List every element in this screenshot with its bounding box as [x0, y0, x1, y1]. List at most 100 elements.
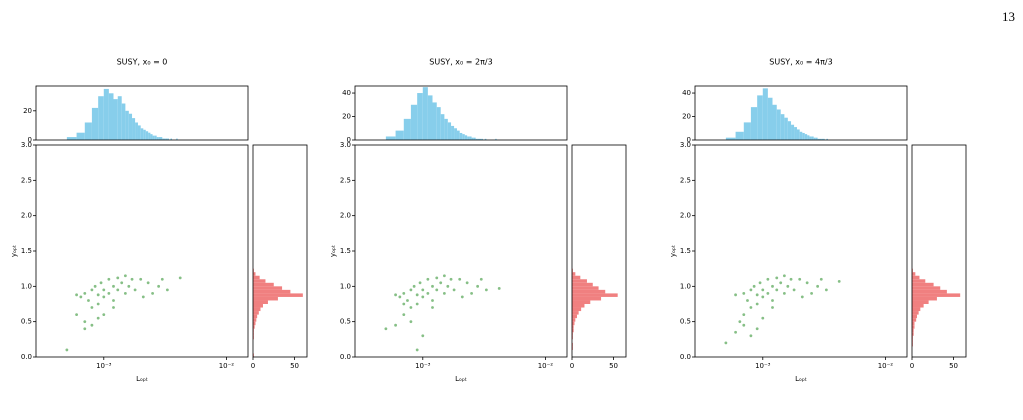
scatter-point	[107, 277, 111, 281]
histogram-bar	[743, 122, 751, 140]
histogram-bar	[572, 325, 574, 329]
y-tick-label: 20	[342, 113, 351, 121]
scatter-point	[93, 284, 97, 288]
y-tick-label: 3.0	[340, 141, 351, 149]
scatter-point	[805, 281, 809, 285]
histogram-bar	[823, 138, 825, 140]
histogram-bar	[572, 272, 576, 276]
y-tick-label: 2.5	[680, 176, 691, 184]
histogram-bar	[912, 296, 937, 301]
scatter-point	[766, 292, 770, 295]
histogram-bar	[912, 307, 921, 312]
scatter-point	[75, 293, 78, 297]
histogram-bar	[912, 311, 919, 315]
histogram-bar	[912, 279, 926, 283]
histogram-bar	[495, 138, 497, 140]
histogram-bar	[912, 275, 920, 280]
histogram-bar	[128, 113, 133, 140]
histogram-bar	[253, 328, 254, 333]
histogram-bar	[152, 135, 155, 140]
histogram-bar	[572, 332, 573, 336]
histogram-bar	[772, 104, 777, 140]
scatter-point	[742, 323, 746, 327]
histogram-bar	[572, 307, 582, 312]
histogram-bar	[725, 137, 736, 140]
histogram-bar	[572, 328, 574, 333]
scatter-point	[755, 327, 759, 331]
scatter-point	[816, 284, 820, 288]
scatter-point	[431, 284, 434, 288]
histogram-bar	[767, 97, 773, 140]
scatter-point	[798, 277, 802, 281]
histogram-bar	[140, 128, 144, 140]
histogram-bar	[108, 93, 114, 140]
scatter-point	[96, 293, 100, 297]
histogram-bar	[113, 99, 118, 140]
scatter-point	[75, 313, 78, 316]
histogram-bar	[385, 136, 396, 140]
histogram-bar	[796, 129, 800, 140]
y-axis-label: yₒₚₜ	[329, 245, 337, 257]
histogram-bar	[432, 102, 437, 140]
scatter-point	[412, 284, 416, 288]
histogram-bar	[253, 311, 259, 315]
histogram-bar	[176, 138, 178, 140]
histogram-bar	[253, 307, 261, 312]
scatter-point	[761, 288, 765, 292]
histogram-bar	[912, 304, 924, 308]
scatter-point	[789, 277, 793, 281]
scatter-point	[458, 277, 462, 281]
histogram-bar	[137, 125, 141, 140]
y-tick-label: 2.5	[21, 176, 32, 184]
scatter-point	[771, 299, 774, 302]
histogram-bar	[481, 138, 484, 140]
histogram-bar	[912, 272, 916, 276]
x-tick-label: 50	[949, 362, 958, 370]
scatter-point	[497, 287, 501, 290]
scatter-point	[406, 299, 409, 302]
histogram-bar	[451, 125, 455, 140]
scatter-point	[426, 292, 430, 295]
scatter-point	[426, 277, 430, 281]
histogram-bar	[117, 96, 122, 140]
scatter-point	[83, 320, 87, 324]
histogram-bar	[572, 282, 593, 287]
histogram-bar	[162, 138, 165, 140]
histogram-bar	[417, 93, 423, 140]
histogram-bar	[121, 103, 126, 140]
scatter-point	[96, 302, 100, 306]
x-tick-label: 0	[910, 362, 914, 370]
scatter-point	[724, 341, 728, 345]
histogram-bar	[154, 135, 157, 140]
scatter-point	[761, 316, 765, 320]
scatter-point	[837, 279, 841, 283]
histogram-bar	[253, 335, 254, 340]
scatter-point	[90, 288, 94, 292]
scatter-point	[782, 274, 786, 278]
histogram-bar	[422, 87, 428, 140]
y-tick-label: 1.5	[680, 247, 691, 255]
histogram-bar	[170, 138, 173, 140]
scatter-point	[116, 276, 120, 280]
y-tick-label: 0.0	[680, 353, 691, 361]
y-tick-label: 0	[347, 136, 351, 144]
histogram-bar	[912, 332, 914, 336]
scatter-point	[800, 295, 804, 299]
scatter-point	[746, 299, 749, 302]
y-tick-label: 2.0	[340, 212, 351, 220]
histogram-bar	[253, 268, 254, 273]
histogram-bar	[572, 286, 599, 290]
scatter-point	[442, 274, 446, 278]
histogram-bar	[444, 118, 448, 140]
histogram-bar	[156, 137, 159, 140]
scatter-point	[824, 288, 828, 292]
scatter-point	[755, 293, 759, 297]
scatter-point	[758, 281, 762, 285]
histogram-bar	[912, 268, 913, 273]
histogram-bar	[804, 134, 808, 140]
histogram-bar	[253, 272, 256, 276]
histogram-bar	[167, 138, 169, 140]
histogram-bar	[780, 114, 785, 140]
scatter-point	[742, 292, 746, 295]
histogram-bar	[912, 314, 917, 319]
